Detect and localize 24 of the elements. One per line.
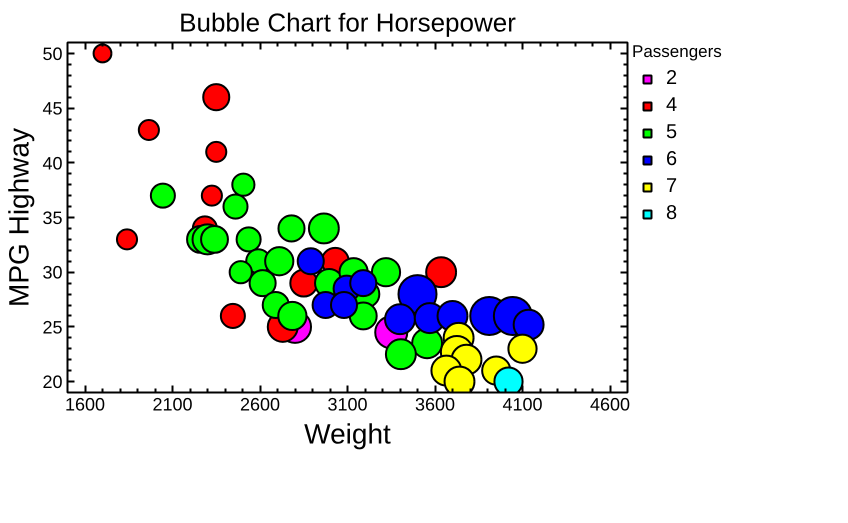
- legend-label: 8: [666, 202, 678, 225]
- legend-label: 7: [666, 175, 678, 198]
- legend-title: Passengers: [632, 42, 722, 62]
- x-tick-label: 3100: [327, 394, 368, 414]
- y-tick-label: 25: [42, 317, 63, 338]
- y-axis-title: MPG Highway: [3, 128, 34, 307]
- y-tick-label: 35: [42, 208, 63, 228]
- legend-label: 4: [666, 94, 678, 117]
- legend-label: 5: [666, 121, 678, 144]
- y-tick-label: 30: [42, 262, 63, 283]
- x-tick-label: 4600: [590, 394, 630, 414]
- y-tick-label: 20: [42, 372, 63, 392]
- legend-label: 6: [666, 148, 678, 171]
- x-tick-label: 2600: [240, 394, 280, 414]
- x-tick-label: 1600: [64, 394, 106, 414]
- y-tick-label: 50: [42, 44, 63, 64]
- x-axis-title: Weight: [304, 418, 392, 450]
- chart-title: Bubble Chart for Horsepower: [179, 8, 516, 38]
- y-tick-label: 40: [42, 153, 63, 174]
- x-tick-label: 2100: [152, 394, 193, 414]
- x-tick-label: 3600: [414, 394, 456, 414]
- y-tick-label: 45: [42, 98, 63, 119]
- legend-label: 2: [666, 67, 678, 90]
- x-tick-label: 4100: [502, 394, 543, 414]
